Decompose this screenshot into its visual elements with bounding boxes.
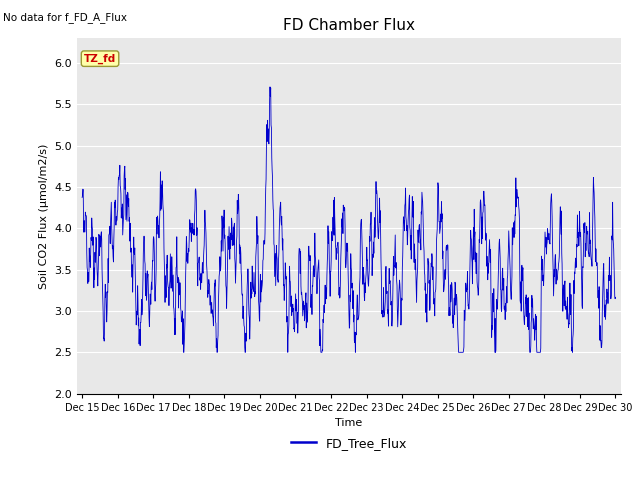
Text: TZ_fd: TZ_fd (84, 54, 116, 64)
Legend: FD_Tree_Flux: FD_Tree_Flux (285, 432, 412, 455)
Y-axis label: Soil CO2 Flux (μmol/m2/s): Soil CO2 Flux (μmol/m2/s) (38, 144, 49, 288)
X-axis label: Time: Time (335, 418, 362, 428)
Text: No data for f_FD_A_Flux: No data for f_FD_A_Flux (3, 12, 127, 23)
Title: FD Chamber Flux: FD Chamber Flux (283, 18, 415, 33)
